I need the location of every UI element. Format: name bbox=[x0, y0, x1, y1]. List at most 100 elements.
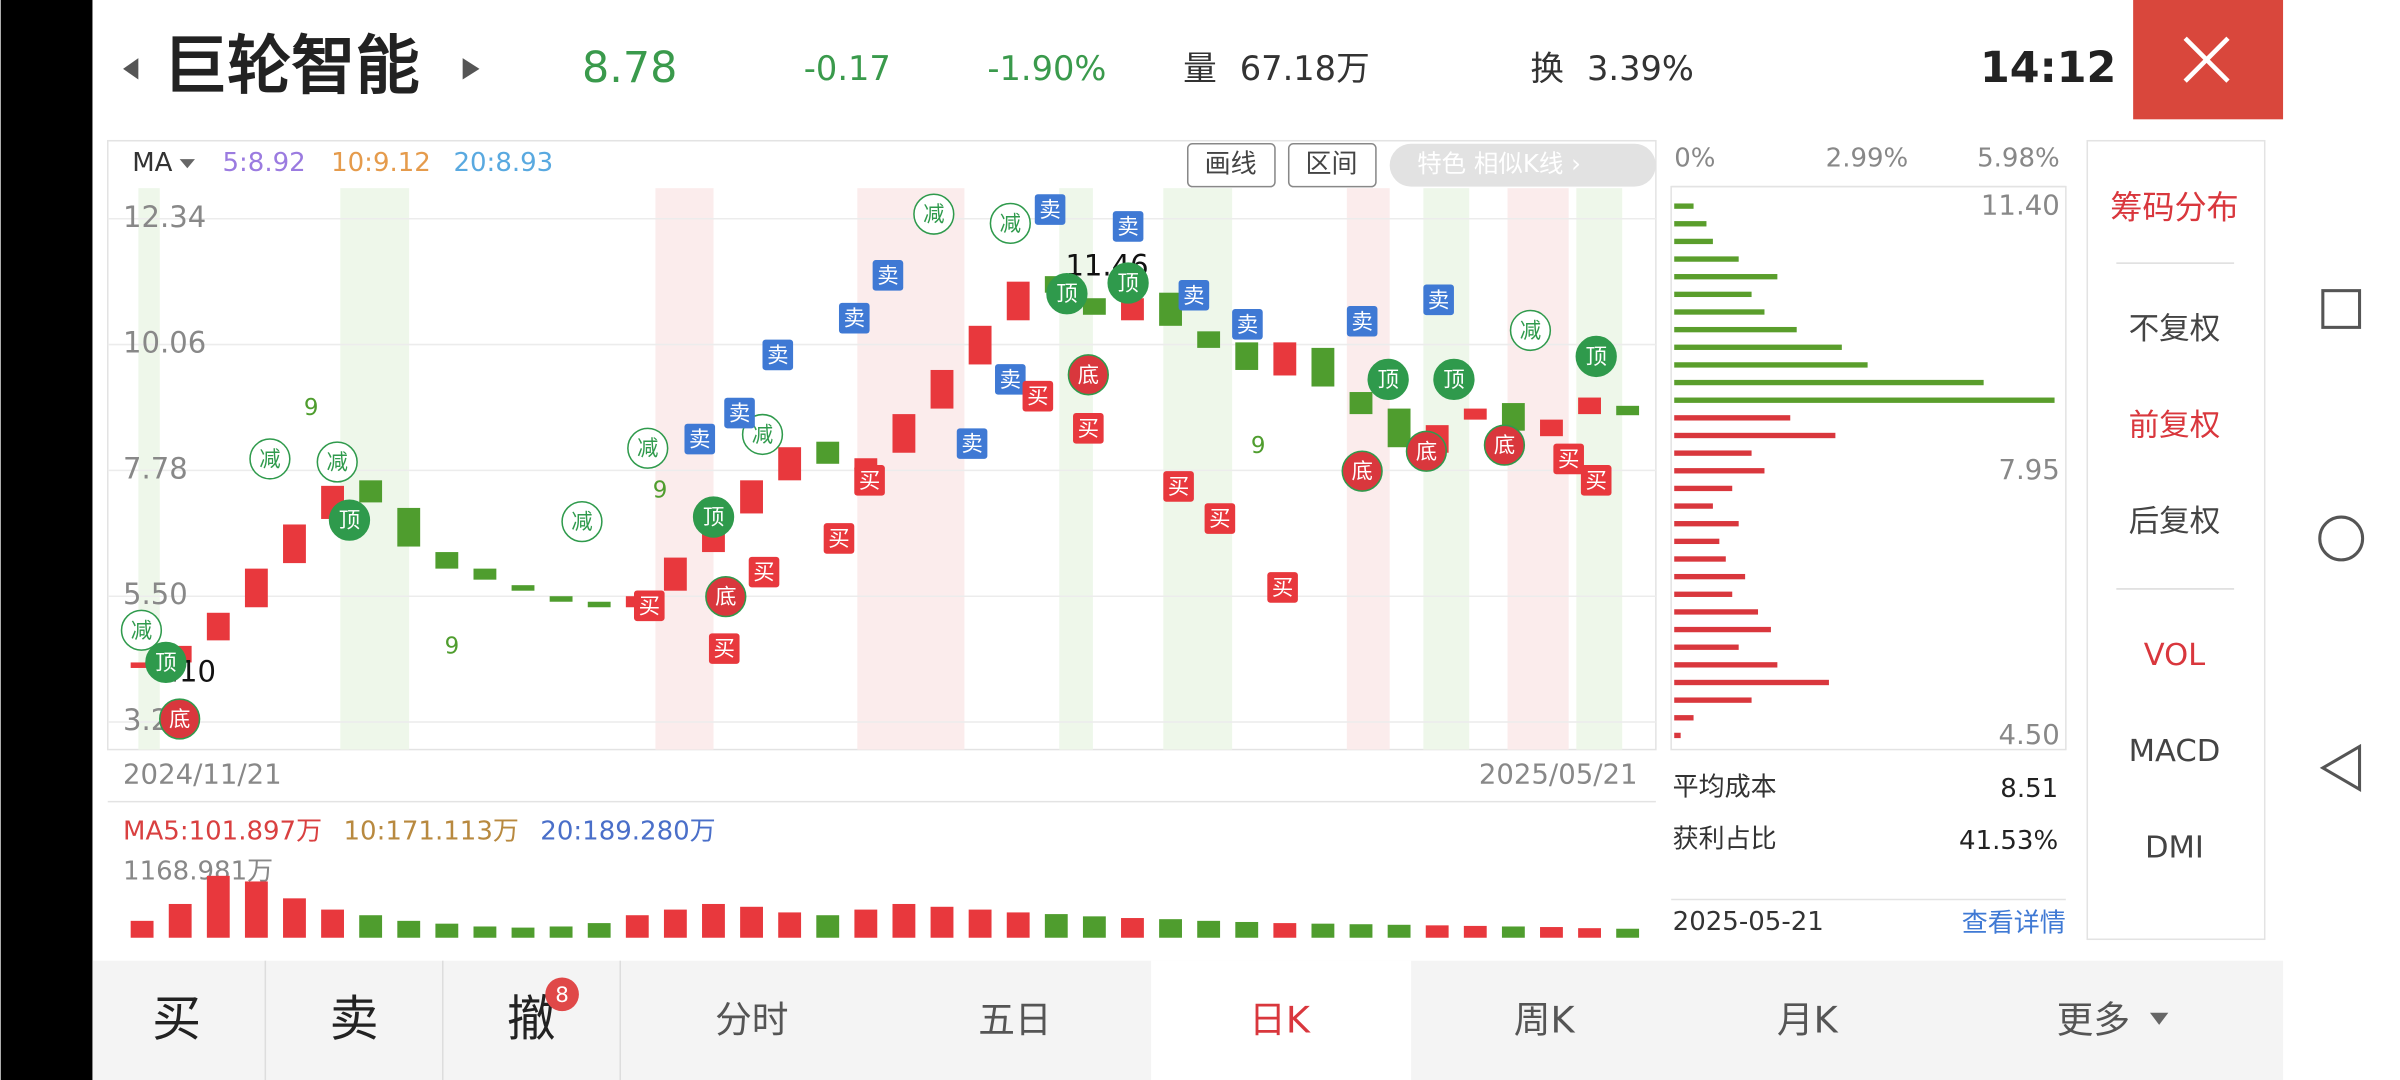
signal-label: 卖 bbox=[729, 402, 750, 427]
tab[interactable]: 更多 bbox=[2057, 998, 2130, 1041]
signal-box bbox=[708, 633, 740, 664]
signal-label: 顶 bbox=[1586, 345, 1607, 370]
chip-bar bbox=[1674, 450, 1752, 456]
nav-back[interactable] bbox=[2319, 743, 2362, 793]
sidebar-item[interactable]: MACD bbox=[2129, 734, 2221, 769]
time: 14:12 bbox=[1980, 43, 2116, 93]
signal-badge bbox=[316, 441, 358, 483]
volume-bar bbox=[816, 915, 840, 938]
signal-label: 底 bbox=[1351, 460, 1372, 485]
signal-box bbox=[838, 302, 870, 334]
sidebar-item[interactable]: 不复权 bbox=[2129, 312, 2221, 347]
prev-arrow[interactable] bbox=[123, 58, 139, 80]
y-tick-label: 5.50 bbox=[123, 577, 188, 611]
signal-badge bbox=[1107, 262, 1149, 304]
candle bbox=[930, 369, 954, 409]
detail-link[interactable]: 查看详情 bbox=[1962, 908, 2066, 938]
candle bbox=[1159, 292, 1182, 326]
volume-bar bbox=[1197, 920, 1221, 938]
volume-bar bbox=[168, 903, 192, 938]
sidebar-item[interactable]: 筹码分布 bbox=[2110, 189, 2238, 227]
candle bbox=[435, 552, 459, 569]
chip-bar bbox=[1674, 309, 1765, 315]
volume-bar bbox=[473, 926, 497, 938]
candle bbox=[1616, 405, 1640, 416]
sidebar-item[interactable]: VOL bbox=[2144, 638, 2206, 673]
ma-selector[interactable]: MA bbox=[132, 148, 172, 178]
signal-badge bbox=[913, 193, 955, 235]
buy-button[interactable]: 买 bbox=[152, 990, 201, 1047]
tabs: 分时 五日 日K 周K 月K 更多 bbox=[715, 998, 2169, 1041]
signal-label: 顶 bbox=[155, 651, 176, 676]
volume-bar bbox=[892, 903, 916, 938]
tab[interactable]: 日K bbox=[1249, 998, 1311, 1041]
signal-badge bbox=[1046, 273, 1088, 315]
feature-button[interactable] bbox=[1389, 143, 1656, 187]
sidebar bbox=[2086, 139, 2266, 941]
signal-badge bbox=[1367, 358, 1409, 401]
chip-bar bbox=[1674, 397, 2055, 403]
signal-label: 减 bbox=[1000, 212, 1021, 237]
left-edge bbox=[0, 0, 93, 1080]
volume-bar bbox=[283, 898, 306, 938]
candle bbox=[1273, 342, 1297, 376]
signal-label: 买 bbox=[639, 594, 660, 619]
signal-label: 卖 bbox=[1351, 310, 1372, 335]
ma20: 20:8.93 bbox=[453, 148, 553, 178]
signal-label: 底 bbox=[169, 708, 190, 733]
sidebar-item[interactable]: 后复权 bbox=[2129, 505, 2221, 540]
signal-label: 底 bbox=[715, 585, 736, 610]
chip-bar bbox=[1674, 715, 1694, 721]
active-tab-bg bbox=[1151, 960, 1412, 1080]
tab[interactable]: 月K bbox=[1777, 998, 1839, 1041]
chip-bar bbox=[1674, 697, 1752, 703]
turnover-label: 换 bbox=[1530, 49, 1564, 88]
volume-bar bbox=[778, 912, 802, 938]
volume-bar bbox=[1425, 925, 1449, 938]
tab[interactable]: 五日 bbox=[978, 998, 1051, 1041]
volume-bar bbox=[511, 927, 535, 938]
signal-box bbox=[872, 260, 904, 291]
chip-bar bbox=[1674, 556, 1726, 562]
candle bbox=[854, 458, 878, 470]
chip-frame bbox=[1670, 185, 2067, 751]
nav-home[interactable] bbox=[2318, 515, 2365, 562]
tab[interactable]: 周K bbox=[1514, 998, 1576, 1041]
sidebar-item[interactable]: 前复权 bbox=[2129, 408, 2221, 443]
chip-bar bbox=[1674, 521, 1739, 527]
volume-ma-label: 10:171.113万 bbox=[344, 817, 519, 847]
volume-bar bbox=[549, 926, 573, 938]
signal-box bbox=[1346, 305, 1378, 337]
chip-y-tick: 7.95 bbox=[1998, 454, 2059, 486]
stripe bbox=[1163, 188, 1233, 750]
candle bbox=[397, 507, 421, 547]
sidebar-item[interactable]: DMI bbox=[2145, 831, 2204, 866]
tab[interactable]: 分时 bbox=[715, 998, 788, 1041]
signal-label: 买 bbox=[1558, 447, 1579, 472]
range-label: 区间 bbox=[1306, 150, 1358, 180]
signal-label: 减 bbox=[637, 437, 658, 462]
signal-count: 9 bbox=[653, 478, 668, 504]
volume-bar bbox=[663, 909, 687, 938]
next-arrow[interactable] bbox=[462, 58, 480, 80]
signal-label: 买 bbox=[1586, 469, 1607, 494]
chip-bar bbox=[1674, 573, 1746, 580]
chip-x-tick: 5.98% bbox=[1977, 144, 2060, 174]
signal-label: 卖 bbox=[961, 432, 982, 457]
signal-badge bbox=[1575, 335, 1617, 378]
signal-count: 9 bbox=[445, 634, 460, 660]
signal-badge bbox=[561, 500, 603, 543]
ma10: 10:9.12 bbox=[331, 148, 431, 178]
range-button[interactable] bbox=[1287, 143, 1377, 188]
signal-label: 买 bbox=[1078, 417, 1099, 442]
signal-label: 底 bbox=[1078, 363, 1099, 388]
signal-label: 卖 bbox=[689, 428, 710, 453]
nav-recent[interactable] bbox=[2321, 289, 2362, 329]
signal-badge bbox=[249, 438, 291, 480]
sell-button[interactable]: 卖 bbox=[330, 990, 379, 1047]
draw-button[interactable] bbox=[1186, 143, 1276, 188]
candle bbox=[359, 480, 383, 503]
